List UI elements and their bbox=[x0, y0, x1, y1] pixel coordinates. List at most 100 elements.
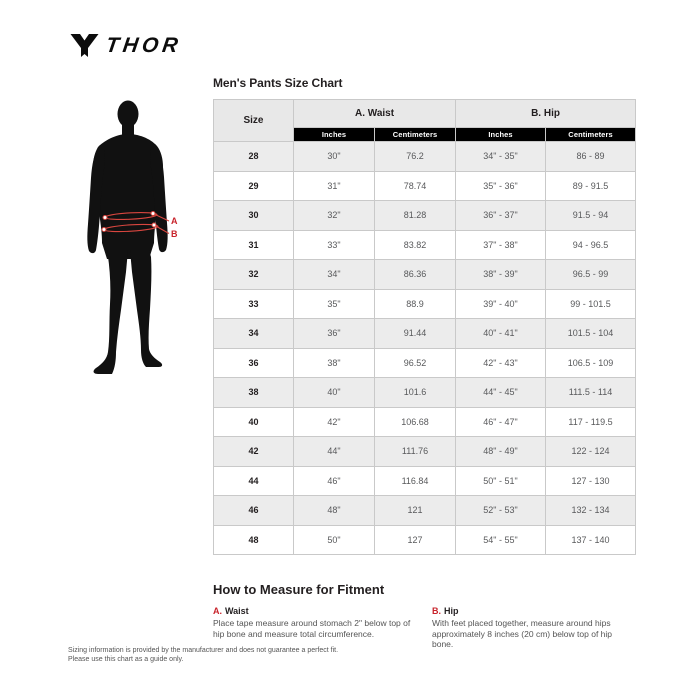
subheader-hip-inches: Inches bbox=[455, 127, 547, 142]
silhouette-shape bbox=[87, 100, 168, 374]
cell-waist_cm: 83.82 bbox=[373, 229, 457, 260]
how-to-item-waist: A. Waist Place tape measure around stomac… bbox=[213, 606, 414, 650]
body-silhouette: A B bbox=[87, 100, 178, 374]
how-to-measure-section: How to Measure for Fitment A. Waist Place… bbox=[213, 582, 645, 650]
cell-waist_in: 31" bbox=[293, 170, 375, 201]
cell-hip_in: 42" - 43" bbox=[455, 347, 547, 378]
table-row: 34 36" 91.44 40" - 41" 101.5 - 104 bbox=[213, 318, 637, 349]
cell-hip_cm: 94 - 96.5 bbox=[545, 229, 637, 260]
cell-waist_in: 40" bbox=[293, 377, 375, 408]
cell-hip_in: 44" - 45" bbox=[455, 377, 547, 408]
waist-instructions: Place tape measure around stomach 2" bel… bbox=[213, 618, 411, 639]
cell-size: 36 bbox=[213, 347, 294, 378]
hip-letter: B. bbox=[432, 606, 441, 616]
cell-size: 44 bbox=[213, 465, 294, 496]
table-row: 33 35" 88.9 39" - 40" 99 - 101.5 bbox=[213, 288, 637, 319]
brand-logo-text: THOR bbox=[104, 34, 184, 57]
cell-waist_cm: 121 bbox=[373, 495, 457, 526]
cell-waist_cm: 78.74 bbox=[373, 170, 457, 201]
table-row: 32 34" 86.36 38" - 39" 96.5 - 99 bbox=[213, 259, 637, 290]
measurement-endpoints bbox=[101, 211, 157, 232]
cell-size: 46 bbox=[213, 495, 294, 526]
cell-hip_in: 39" - 40" bbox=[455, 288, 547, 319]
cell-waist_in: 48" bbox=[293, 495, 375, 526]
cell-hip_in: 54" - 55" bbox=[455, 524, 547, 555]
cell-waist_in: 36" bbox=[293, 318, 375, 349]
cell-waist_cm: 76.2 bbox=[373, 141, 457, 172]
cell-size: 33 bbox=[213, 288, 294, 319]
cell-size: 48 bbox=[213, 524, 294, 555]
hip-name: Hip bbox=[444, 606, 459, 616]
cell-hip_cm: 89 - 91.5 bbox=[545, 170, 637, 201]
disclaimer-line-1: Sizing information is provided by the ma… bbox=[68, 647, 339, 654]
disclaimer: Sizing information is provided by the ma… bbox=[68, 646, 338, 664]
cell-waist_cm: 81.28 bbox=[373, 200, 457, 231]
cell-hip_in: 36" - 37" bbox=[455, 200, 547, 231]
table-row: 40 42" 106.68 46" - 47" 117 - 119.5 bbox=[213, 406, 637, 437]
cell-size: 32 bbox=[213, 259, 294, 290]
thor-v-icon bbox=[70, 34, 99, 57]
cell-waist_in: 42" bbox=[293, 406, 375, 437]
cell-hip_cm: 117 - 119.5 bbox=[545, 406, 637, 437]
cell-hip_cm: 99 - 101.5 bbox=[545, 288, 637, 319]
cell-waist_in: 50" bbox=[293, 524, 375, 555]
cell-hip_in: 40" - 41" bbox=[455, 318, 547, 349]
subheader-waist-centimeters: Centimeters bbox=[373, 127, 457, 142]
cell-hip_cm: 106.5 - 109 bbox=[545, 347, 637, 378]
cell-waist_in: 30" bbox=[293, 141, 375, 172]
cell-waist_in: 34" bbox=[293, 259, 375, 290]
subheader-waist-inches: Inches bbox=[293, 127, 375, 142]
cell-hip_in: 50" - 51" bbox=[455, 465, 547, 496]
brand-logo: THOR bbox=[70, 34, 184, 58]
subheader-hip-centimeters: Centimeters bbox=[545, 127, 637, 142]
table-row: 42 44" 111.76 48" - 49" 122 - 124 bbox=[213, 436, 637, 467]
cell-hip_in: 52" - 53" bbox=[455, 495, 547, 526]
size-chart-table: Size A. Waist B. Hip Inches Centimeters … bbox=[213, 99, 637, 555]
cell-size: 34 bbox=[213, 318, 294, 349]
cell-waist_in: 32" bbox=[293, 200, 375, 231]
size-chart-body: 28 30" 76.2 34" - 35" 86 - 89 29 31" 78.74 35" -… bbox=[213, 141, 637, 555]
table-row: 28 30" 76.2 34" - 35" 86 - 89 bbox=[213, 141, 637, 172]
cell-size: 31 bbox=[213, 229, 294, 260]
waist-marker-label: A bbox=[171, 216, 178, 226]
disclaimer-line-2: Please use this chart as a guide only. bbox=[68, 656, 184, 663]
size-chart-section: Men's Pants Size Chart Size A. Waist B. … bbox=[213, 76, 637, 555]
waist-name: Waist bbox=[225, 606, 249, 616]
cell-waist_cm: 111.76 bbox=[373, 436, 457, 467]
cell-waist_cm: 127 bbox=[373, 524, 457, 555]
cell-hip_in: 37" - 38" bbox=[455, 229, 547, 260]
cell-waist_in: 38" bbox=[293, 347, 375, 378]
cell-hip_cm: 101.5 - 104 bbox=[545, 318, 637, 349]
cell-hip_cm: 96.5 - 99 bbox=[545, 259, 637, 290]
col-header-size: Size bbox=[213, 99, 294, 142]
cell-hip_in: 38" - 39" bbox=[455, 259, 547, 290]
how-to-item-hip: B. Hip With feet placed together, measure… bbox=[432, 606, 633, 650]
cell-hip_in: 46" - 47" bbox=[455, 406, 547, 437]
how-to-label-waist: A. Waist bbox=[213, 606, 414, 616]
cell-waist_cm: 86.36 bbox=[373, 259, 457, 290]
cell-hip_cm: 86 - 89 bbox=[545, 141, 637, 172]
table-row: 44 46" 116.84 50" - 51" 127 - 130 bbox=[213, 465, 637, 496]
hip-instructions: With feet placed together, measure aroun… bbox=[432, 618, 613, 649]
table-row: 30 32" 81.28 36" - 37" 91.5 - 94 bbox=[213, 200, 637, 231]
cell-hip_cm: 132 - 134 bbox=[545, 495, 637, 526]
cell-hip_in: 48" - 49" bbox=[455, 436, 547, 467]
cell-hip_cm: 122 - 124 bbox=[545, 436, 637, 467]
col-header-hip: B. Hip bbox=[455, 99, 637, 128]
cell-waist_cm: 106.68 bbox=[373, 406, 457, 437]
cell-hip_cm: 111.5 - 114 bbox=[545, 377, 637, 408]
cell-size: 29 bbox=[213, 170, 294, 201]
cell-hip_in: 34" - 35" bbox=[455, 141, 547, 172]
cell-waist_cm: 88.9 bbox=[373, 288, 457, 319]
cell-size: 40 bbox=[213, 406, 294, 437]
table-row: 38 40" 101.6 44" - 45" 111.5 - 114 bbox=[213, 377, 637, 408]
page-title: Men's Pants Size Chart bbox=[213, 76, 343, 90]
cell-waist_cm: 91.44 bbox=[373, 318, 457, 349]
cell-waist_cm: 116.84 bbox=[373, 465, 457, 496]
table-row: 46 48" 121 52" - 53" 132 - 134 bbox=[213, 495, 637, 526]
cell-hip_cm: 91.5 - 94 bbox=[545, 200, 637, 231]
hip-marker-label: B bbox=[171, 229, 178, 239]
cell-size: 28 bbox=[213, 141, 294, 172]
cell-size: 42 bbox=[213, 436, 294, 467]
cell-hip_cm: 137 - 140 bbox=[545, 524, 637, 555]
